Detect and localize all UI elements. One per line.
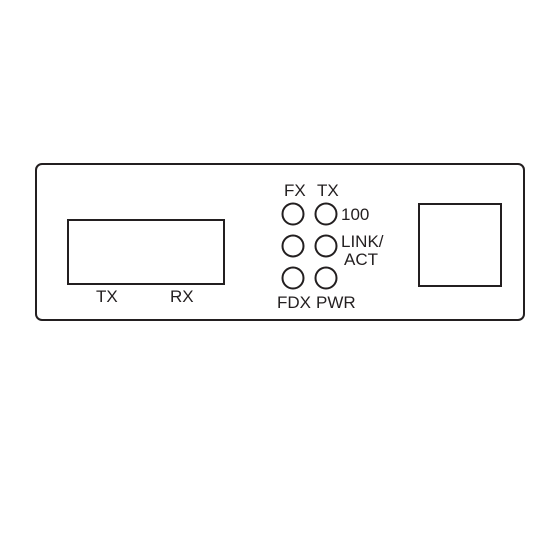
label-row2_right1: LINK/ xyxy=(341,232,384,251)
label-bottom_fdx: FDX xyxy=(277,293,311,312)
label-bottom_pwr: PWR xyxy=(316,293,356,312)
label-col_top_tx: TX xyxy=(317,181,339,200)
label-row2_right2: ACT xyxy=(344,250,378,269)
led-tx-link xyxy=(316,236,337,257)
led-tx-100 xyxy=(316,204,337,225)
label-port_rx: RX xyxy=(170,287,194,306)
port-right xyxy=(419,204,501,286)
led-fx-link xyxy=(283,236,304,257)
media-converter-front-panel: FXTX100LINK/ACTFDXPWRTXRX xyxy=(0,0,560,560)
port-left xyxy=(68,220,224,284)
led-fx-100 xyxy=(283,204,304,225)
led-fdx xyxy=(283,268,304,289)
label-col_top_fx: FX xyxy=(284,181,306,200)
led-pwr xyxy=(316,268,337,289)
label-port_tx: TX xyxy=(96,287,118,306)
label-row1_right: 100 xyxy=(341,205,369,224)
